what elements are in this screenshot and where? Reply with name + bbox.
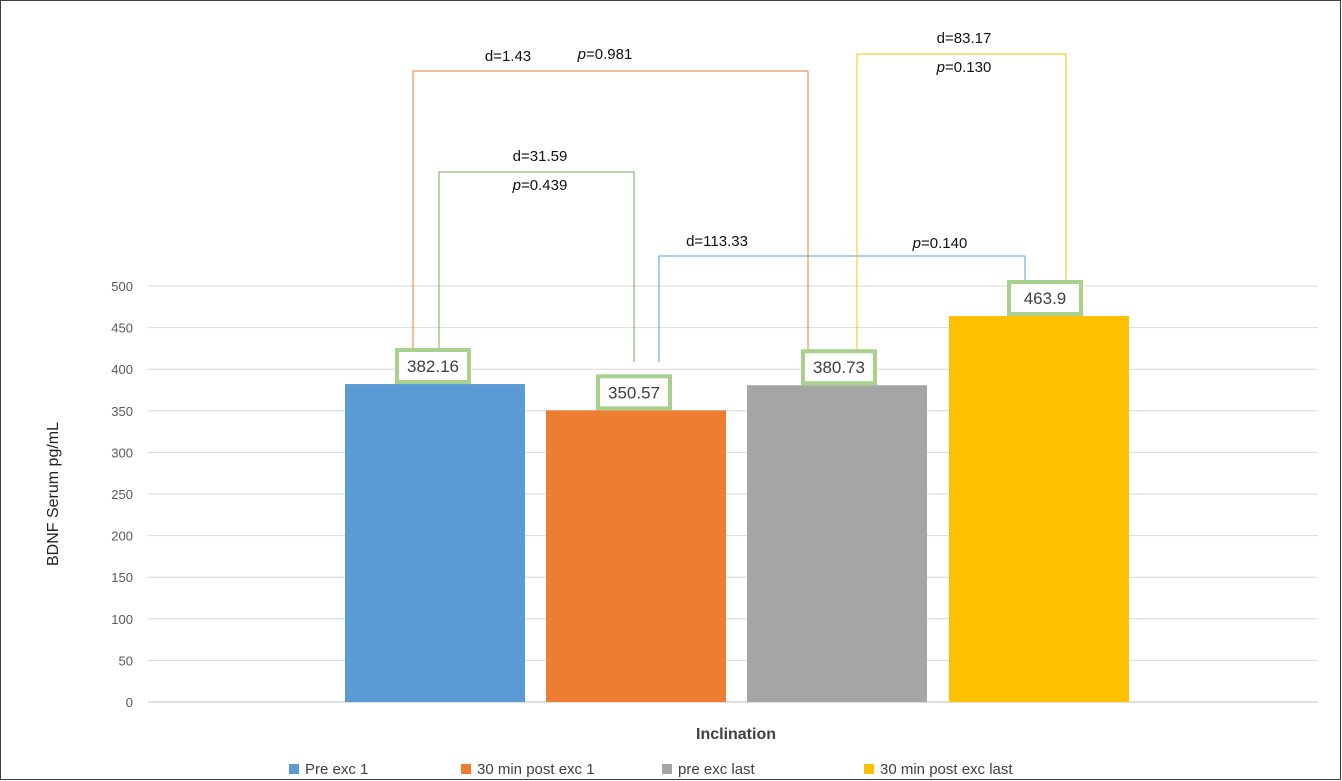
comparison-brackets: d=1.43 p=0.981 d=31.59 p=0.439 d=113.33 p=0.1… <box>412 30 1067 362</box>
y-tick-label: 150 <box>111 570 133 585</box>
data-labels: 382.16 350.57 380.73 463.9 <box>395 280 1083 411</box>
y-tick-label: 0 <box>126 695 133 710</box>
data-label-box <box>395 348 471 385</box>
legend-swatch <box>461 764 471 774</box>
legend: Pre exc 1 30 min post exc 1 pre exc last 30… <box>289 761 1013 778</box>
y-tick-label: 450 <box>111 321 133 336</box>
y-tick-label: 100 <box>111 612 133 627</box>
gridlines <box>148 285 1318 703</box>
y-tick-label: 250 <box>111 487 133 502</box>
effect-size-label: d=113.33 <box>686 233 748 250</box>
comparison-bracket <box>412 70 809 350</box>
data-label-box <box>1007 280 1083 317</box>
data-label-box <box>801 349 877 386</box>
y-tick-label: 400 <box>111 362 133 377</box>
bar <box>949 316 1129 702</box>
legend-label: Pre exc 1 <box>305 761 368 778</box>
comparison-bracket <box>438 171 635 362</box>
effect-size-label: d=83.17 <box>937 30 992 47</box>
p-value-label: p=0.130 <box>936 59 992 76</box>
y-tick-label: 200 <box>111 529 133 544</box>
y-tick-label: 500 <box>111 279 133 294</box>
bar <box>747 385 927 702</box>
data-label: 380.73 <box>813 358 865 377</box>
bar <box>345 384 525 702</box>
legend-swatch <box>864 764 874 774</box>
effect-size-label: d=31.59 <box>513 148 568 165</box>
bar <box>546 410 726 702</box>
legend-label: pre exc last <box>678 761 756 778</box>
comparison-bracket <box>856 53 1067 350</box>
y-tick-label: 50 <box>119 653 133 668</box>
p-value-label: p=0.981 <box>577 46 633 63</box>
y-tick-label: 350 <box>111 404 133 419</box>
y-tick-label: 300 <box>111 445 133 460</box>
data-label: 463.9 <box>1024 289 1067 308</box>
data-label: 350.57 <box>608 383 660 402</box>
legend-swatch <box>662 764 672 774</box>
p-value-label: p=0.140 <box>912 235 968 252</box>
y-axis-ticks: 0 50 100 150 200 250 300 350 400 450 500 <box>111 279 133 710</box>
p-value-label: p=0.439 <box>512 177 568 194</box>
bars <box>345 316 1129 702</box>
legend-label: 30 min post exc 1 <box>477 761 595 778</box>
effect-size-label: d=1.43 <box>485 48 531 65</box>
comparison-bracket <box>658 255 1026 362</box>
data-label-box <box>596 374 672 411</box>
legend-swatch <box>289 764 299 774</box>
y-axis-title: BDNF Serum pg/mL <box>45 422 62 566</box>
legend-label: 30 min post exc last <box>880 761 1013 778</box>
x-axis-title: Inclination <box>696 726 776 743</box>
data-label: 382.16 <box>407 357 459 376</box>
